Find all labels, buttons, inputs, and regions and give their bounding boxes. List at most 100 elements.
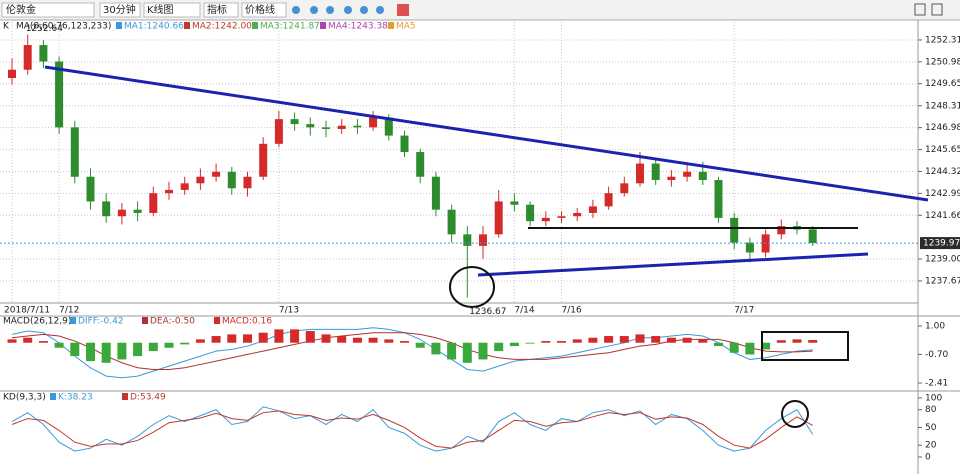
macd-bar <box>23 337 33 343</box>
candle-body <box>730 217 739 243</box>
macd-bar <box>7 339 17 343</box>
y-tick-label: 50 <box>925 423 937 433</box>
candle-body <box>86 176 95 202</box>
legend-label: K:38.23 <box>58 393 93 403</box>
legend-swatch <box>50 393 56 400</box>
candle-body <box>573 212 582 217</box>
toolbar-item[interactable]: 30分钟 <box>103 3 136 16</box>
macd-bar <box>698 339 708 343</box>
y-tick-label: 0 <box>925 453 931 463</box>
panel-title: MACD(26,12,9) <box>3 317 71 327</box>
candle-body <box>353 125 362 128</box>
kd-line <box>11 406 814 452</box>
window-button[interactable] <box>931 3 943 16</box>
y-tick-label: 1252.31 <box>925 35 960 45</box>
tool-icon[interactable] <box>310 6 318 14</box>
candle-body <box>667 176 676 181</box>
y-tick-label: -2.41 <box>925 378 948 388</box>
x-tick-label: 7/13 <box>279 306 299 316</box>
candle-body <box>541 217 550 222</box>
toolbar-item[interactable]: K线图 <box>147 3 174 16</box>
macd-bar <box>274 329 284 343</box>
x-tick-label: 7/17 <box>734 306 754 316</box>
period-select[interactable] <box>99 2 141 18</box>
toolbar-item[interactable]: 价格线 <box>245 3 275 16</box>
candle-body <box>416 152 425 177</box>
candle-body <box>337 125 346 130</box>
macd-bar <box>588 337 598 343</box>
price-line-select[interactable] <box>241 2 287 18</box>
candle-body <box>384 117 393 136</box>
macd-bar <box>478 342 488 360</box>
y-tick-label: 1249.65 <box>925 79 960 89</box>
legend-label: MA4:1243.38 <box>328 22 388 32</box>
candle-body <box>651 163 660 181</box>
toolbar-item[interactable]: 伦敦金 <box>6 3 36 16</box>
y-tick-label: 1239.00 <box>925 255 960 265</box>
macd-bar <box>164 342 174 348</box>
macd-bar <box>525 342 535 344</box>
x-tick-label: 7/16 <box>562 306 582 316</box>
candle-body <box>447 209 456 235</box>
tool-icon[interactable] <box>344 6 352 14</box>
macd-bar <box>776 340 786 343</box>
x-tick-label: 7/14 <box>514 306 534 316</box>
legend-swatch <box>252 22 258 29</box>
macd-bar <box>290 329 300 343</box>
macd-bar <box>651 336 661 343</box>
candle-body <box>588 206 597 213</box>
candle-body <box>604 193 613 207</box>
y-tick-label: 1248.31 <box>925 101 960 111</box>
candle-body <box>620 183 629 194</box>
legend-label: D:53.49 <box>130 393 166 403</box>
macd-bar <box>337 336 347 343</box>
legend-swatch <box>214 317 220 324</box>
macd-bar <box>761 342 771 350</box>
candle-body <box>117 209 126 217</box>
macd-bar <box>321 334 331 343</box>
legend-label: MA5 <box>396 22 416 32</box>
macd-bar <box>509 342 519 347</box>
tool-icon[interactable] <box>397 4 409 16</box>
macd-bar <box>195 339 205 343</box>
candle-body <box>431 176 440 210</box>
legend-label: DEA:-0.50 <box>150 317 195 327</box>
symbol-select[interactable] <box>1 2 95 18</box>
toolbar-item[interactable]: 指标 <box>207 3 227 16</box>
tool-icon[interactable] <box>292 6 300 14</box>
candle-body <box>306 124 315 128</box>
window-button[interactable] <box>914 3 926 16</box>
circle-mark <box>781 400 809 428</box>
macd-bar <box>148 342 158 352</box>
macd-bar <box>133 342 143 357</box>
tool-icon[interactable] <box>376 6 384 14</box>
macd-bar <box>352 337 362 343</box>
macd-bar <box>117 342 127 360</box>
y-tick-label: 1241.66 <box>925 211 960 221</box>
tool-icon[interactable] <box>360 6 368 14</box>
candle-body <box>39 45 48 62</box>
y-tick-label: 1250.98 <box>925 57 960 67</box>
candle-body <box>479 234 487 246</box>
panel-title: KD(9,3,3) <box>3 393 46 403</box>
candle-body <box>133 209 142 213</box>
y-tick-label: 100 <box>925 393 942 403</box>
legend-label: MA1:1240.66 <box>124 22 184 32</box>
legend-label: MA3:1241.87 <box>260 22 320 32</box>
legend-swatch <box>142 317 148 324</box>
candle-body <box>369 117 378 128</box>
macd-bar <box>447 342 457 360</box>
chart-type-select[interactable] <box>143 2 201 18</box>
candle-body <box>70 127 79 177</box>
panel-subtitle: MA(8,60,76,123,233) <box>16 22 111 32</box>
macd-line <box>11 332 813 370</box>
legend-swatch <box>70 317 76 324</box>
toolbar-icons <box>292 4 409 16</box>
macd-bar <box>714 342 723 347</box>
indicator-select[interactable] <box>203 2 239 18</box>
legend-label: MA2:1242.00 <box>192 22 252 32</box>
macd-bar <box>415 342 425 348</box>
tool-icon[interactable] <box>326 6 334 14</box>
